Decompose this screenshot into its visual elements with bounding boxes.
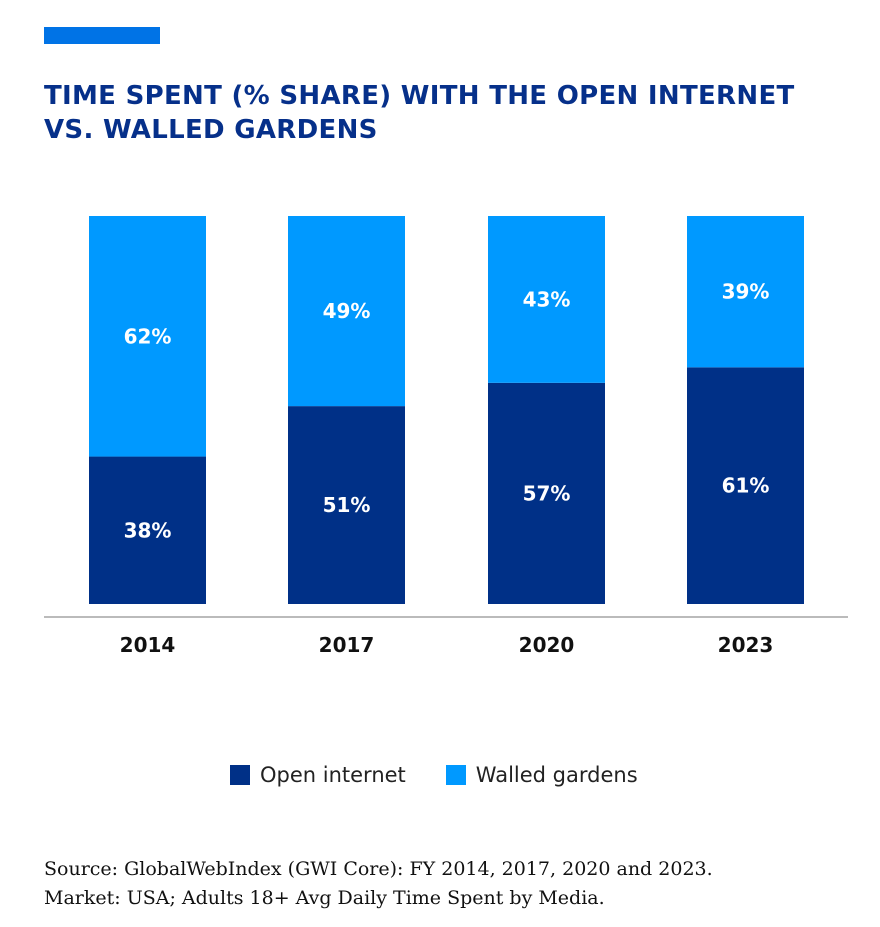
legend-swatch-open (230, 765, 250, 785)
bar-open-2023 (687, 367, 804, 604)
chart: 38% 62% 2014 51% 49% 2017 57% 43% 2020 61% 39% 2023 (44, 216, 848, 657)
x-tick-label: 2014 (120, 633, 176, 657)
data-label: 43% (523, 287, 571, 311)
legend-open: Open internet (230, 763, 406, 787)
bar-walled-2023 (687, 216, 804, 368)
x-tick-label: 2017 (319, 633, 375, 657)
bar-open-2020 (488, 382, 605, 604)
source-note: Source: GlobalWebIndex (GWI Core): FY 20… (44, 855, 713, 913)
bar-walled-2014 (89, 216, 206, 457)
bar-open-2014 (89, 456, 206, 604)
legend-label: Walled gardens (475, 763, 638, 787)
legend-label: Open internet (260, 763, 406, 787)
data-label: 62% (124, 324, 172, 348)
data-label: 49% (323, 299, 371, 323)
data-label: 57% (523, 481, 571, 505)
chart-title: TIME SPENT (% SHARE) WITH THE OPEN INTER… (44, 81, 795, 145)
legend-swatch-walled (445, 765, 466, 785)
data-label: 39% (722, 280, 770, 304)
legend: Open internet Walled gardens (230, 763, 638, 787)
accent-bar (44, 27, 160, 44)
source-line: Market: USA; Adults 18+ Avg Daily Time S… (44, 887, 605, 909)
bar-open-2017 (288, 406, 405, 604)
source-line: Source: GlobalWebIndex (GWI Core): FY 20… (44, 858, 713, 880)
bar-walled-2017 (288, 216, 405, 407)
x-tick-label: 2020 (519, 633, 575, 657)
bar-walled-2020 (488, 216, 605, 383)
data-label: 61% (722, 474, 770, 498)
data-label: 38% (124, 518, 172, 542)
legend-walled: Walled gardens (445, 763, 638, 787)
x-tick-label: 2023 (718, 633, 774, 657)
data-label: 51% (323, 493, 371, 517)
